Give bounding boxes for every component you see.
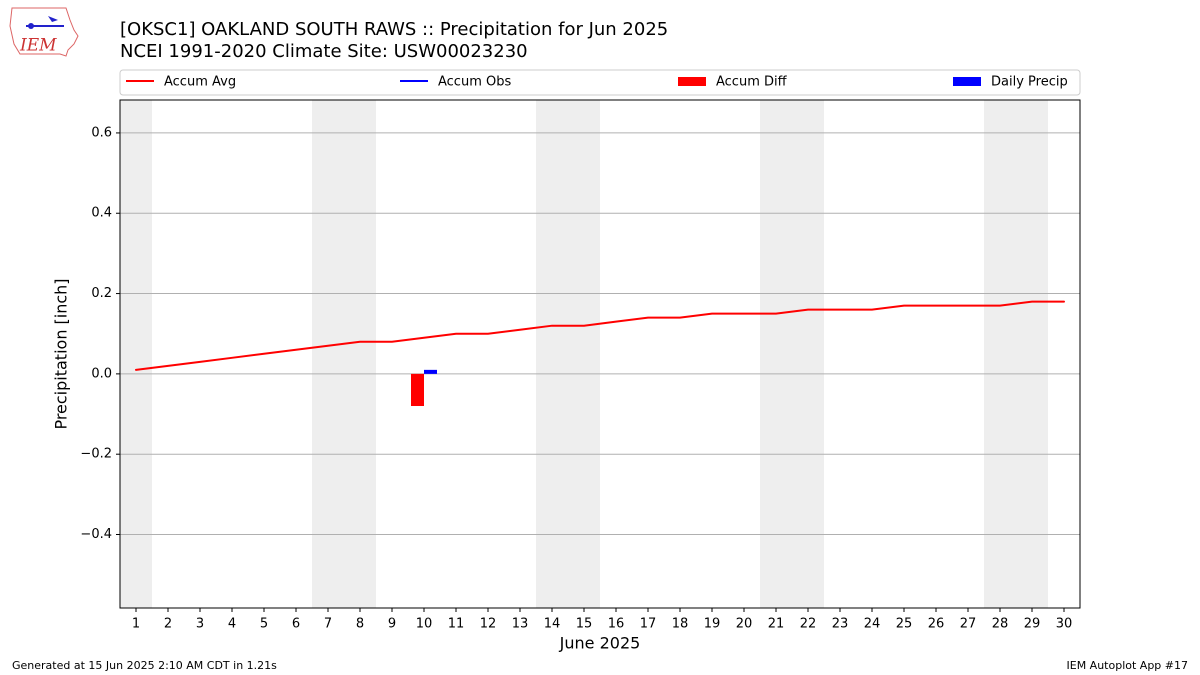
x-tick-label: 22 [800, 617, 817, 632]
bar [424, 369, 437, 374]
y-tick-label: 0.6 [91, 125, 112, 140]
logo-flag [48, 16, 58, 22]
x-tick-label: 5 [260, 617, 268, 632]
x-tick-label: 9 [388, 617, 396, 632]
x-tick-label: 10 [416, 617, 433, 632]
x-tick-label: 28 [992, 617, 1009, 632]
logo-dot [28, 23, 34, 29]
y-axis-label: Precipitation [inch] [52, 278, 71, 429]
x-tick-label: 18 [672, 617, 689, 632]
y-tick-label: −0.2 [80, 447, 112, 462]
x-tick-label: 6 [292, 617, 300, 632]
legend-label: Accum Diff [716, 75, 788, 90]
x-tick-label: 21 [768, 617, 785, 632]
weekend-band [984, 100, 1048, 608]
weekend-bands [120, 100, 1048, 608]
x-tick-label: 20 [736, 617, 753, 632]
x-tick-label: 14 [544, 617, 561, 632]
weekend-band [536, 100, 600, 608]
y-tick-label: 0.0 [91, 366, 112, 381]
legend-swatch [953, 77, 981, 86]
x-tick-label: 16 [608, 617, 625, 632]
x-tick-label: 3 [196, 617, 204, 632]
x-tick-label: 12 [480, 617, 497, 632]
logo-outline [9, 7, 79, 57]
x-axis-label: June 2025 [559, 634, 641, 653]
legend-label: Accum Obs [438, 75, 511, 90]
x-tick-label: 26 [928, 617, 945, 632]
x-tick-label: 7 [324, 617, 332, 632]
x-tick-label: 8 [356, 617, 364, 632]
footer-right: IEM Autoplot App #17 [1067, 659, 1189, 672]
x-tick-label: 1 [132, 617, 140, 632]
plot-frame [119, 99, 1081, 609]
weekend-band [312, 100, 376, 608]
x-tick-label: 25 [896, 617, 913, 632]
y-tick-label: −0.4 [80, 527, 112, 542]
legend-label: Daily Precip [991, 75, 1068, 90]
x-tick-label: 4 [228, 617, 236, 632]
x-tick-label: 15 [576, 617, 593, 632]
x-tick-label: 29 [1024, 617, 1041, 632]
x-tick-label: 30 [1056, 617, 1073, 632]
line [135, 300, 1065, 371]
x-tick-label: 11 [448, 617, 465, 632]
x-tick-label: 23 [832, 617, 849, 632]
weekend-band [120, 100, 152, 608]
chart-title: [OKSC1] OAKLAND SOUTH RAWS :: Precipitat… [120, 19, 668, 40]
legend-label: Accum Avg [164, 75, 236, 90]
legend-swatch [678, 77, 706, 86]
logo-text: IEM [19, 36, 57, 56]
y-tick-label: 0.4 [91, 206, 112, 221]
weekend-band [760, 100, 824, 608]
x-tick-label: 13 [512, 617, 529, 632]
x-tick-label: 2 [164, 617, 172, 632]
logo: IEM [9, 7, 79, 57]
x-tick-label: 17 [640, 617, 657, 632]
x-tick-label: 19 [704, 617, 721, 632]
chart-subtitle: NCEI 1991-2020 Climate Site: USW00023230 [120, 41, 528, 62]
x-tick-label: 24 [864, 617, 881, 632]
bar [411, 373, 424, 407]
y-tick-label: 0.2 [91, 286, 112, 301]
footer-left: Generated at 15 Jun 2025 2:10 AM CDT in … [12, 659, 277, 672]
x-tick-label: 27 [960, 617, 977, 632]
legend-box [119, 69, 1081, 96]
